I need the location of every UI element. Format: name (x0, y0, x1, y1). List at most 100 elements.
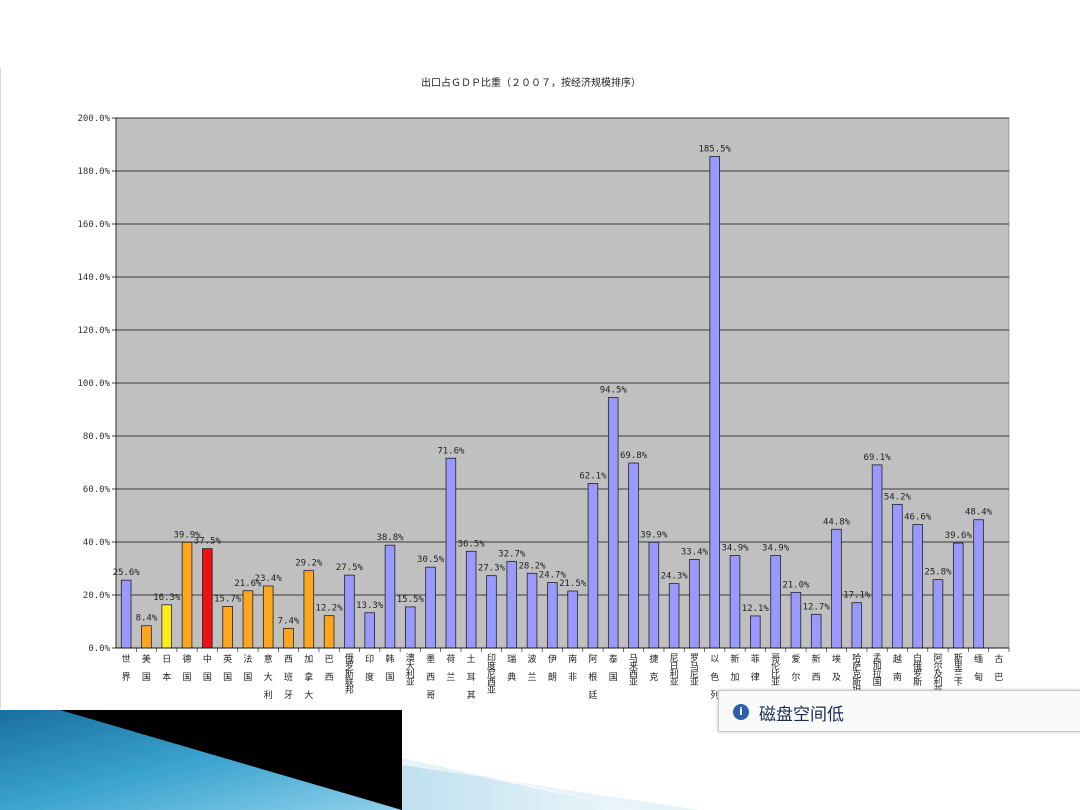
x-category-label: 中国 (203, 653, 212, 683)
x-category-char: 墨 (426, 654, 435, 665)
x-category-char: 比 (771, 668, 780, 680)
x-category-char: 荷 (446, 654, 455, 665)
x-category-char: 国 (142, 672, 151, 683)
x-category-label: 日本 (162, 654, 171, 683)
x-category-char: 邦 (345, 684, 354, 696)
y-tick-label: 140.0% (77, 273, 110, 283)
data-label: 24.3% (661, 572, 689, 582)
x-category-char: 西 (426, 672, 435, 683)
data-label: 12.7% (803, 602, 831, 612)
data-label: 44.8% (823, 517, 851, 527)
bar (932, 579, 944, 649)
x-category-label: 瑞典 (507, 653, 516, 683)
x-category-char: 兰 (528, 671, 537, 683)
x-category-char: 澳 (406, 652, 415, 664)
x-category-label: 意大利 (264, 653, 273, 701)
x-category-char: 非 (568, 671, 577, 683)
x-category-char: 耳 (467, 672, 476, 683)
data-label: 15.7% (214, 594, 242, 604)
data-label: 32.7% (498, 549, 526, 559)
x-category-char: 加 (873, 661, 882, 672)
x-category-label: 韩国 (385, 653, 394, 683)
x-category-char: 廷 (588, 689, 597, 701)
x-category-char: 中 (203, 653, 212, 665)
x-category-label: 阿根廷 (588, 654, 597, 701)
x-category-char: 兰 (446, 671, 455, 683)
x-category-char: 克 (649, 672, 658, 683)
data-labels: 25.6%8.4%16.3%39.9%37.5%15.7%21.6%23.4%7… (113, 144, 993, 626)
x-category-char: 越 (893, 653, 902, 665)
x-axis-categories: 世界美国日本德国中国英国法国意大利西班牙加拿大巴西俄罗斯联邦印度韩国澳大利亚墨西… (116, 647, 1010, 701)
x-category-char: 卡 (954, 676, 963, 688)
bar (445, 457, 457, 649)
data-label: 34.9% (721, 544, 749, 554)
x-category-char: 大 (304, 689, 313, 701)
x-category-char: 本 (162, 671, 171, 683)
x-category-char: 西 (629, 669, 638, 680)
y-tick-label: 160.0% (77, 220, 110, 230)
x-category-char: 国 (609, 672, 618, 683)
x-category-label: 古巴 (994, 653, 1003, 683)
y-tick-label: 60.0% (83, 485, 111, 495)
bar (344, 574, 355, 649)
x-category-char: 利 (406, 668, 415, 680)
bar (952, 542, 964, 649)
x-category-char: 国 (385, 672, 394, 683)
data-label: 54.2% (884, 492, 912, 502)
x-category-char: 律 (751, 671, 760, 683)
x-category-char: 白 (913, 652, 922, 664)
data-label: 21.5% (559, 579, 587, 589)
x-category-label: 波兰 (528, 653, 537, 683)
bar (871, 464, 883, 649)
x-category-char: 伦 (771, 660, 780, 672)
x-category-char: 亚 (670, 677, 679, 688)
data-label: 39.6% (945, 531, 973, 541)
x-category-label: 南非 (568, 653, 577, 683)
x-category-char: 兰 (954, 668, 963, 680)
x-category-char: 韩 (385, 653, 394, 665)
y-tick-label: 100.0% (77, 379, 110, 389)
data-label: 27.5% (336, 563, 364, 573)
y-tick-label: 120.0% (77, 326, 110, 336)
data-label: 27.3% (478, 564, 506, 574)
x-category-char: 古 (994, 653, 1003, 665)
x-category-label: 英国 (223, 653, 232, 683)
x-category-char: 哈 (852, 652, 861, 664)
x-category-char: 埃 (832, 653, 841, 665)
x-category-label: 捷克 (649, 653, 658, 683)
data-label: 29.2% (295, 559, 323, 569)
x-category-char: 尼 (690, 669, 699, 680)
data-label: 36.5% (458, 539, 486, 549)
x-category-char: 萨 (852, 661, 861, 672)
low-disk-space-notification[interactable]: i 磁盘空间低 (718, 690, 1080, 732)
x-category-char: 界 (122, 672, 131, 683)
x-category-char: 新 (812, 653, 821, 665)
x-category-char: 阿 (933, 653, 942, 664)
data-label: 37.5% (194, 537, 222, 547)
x-category-char: 哥 (426, 690, 435, 701)
x-category-label: 印度 (365, 653, 374, 683)
x-category-char: 西 (325, 672, 334, 683)
bars (120, 156, 984, 649)
bar (587, 483, 599, 649)
x-category-char: 色 (710, 671, 719, 683)
bar (668, 583, 680, 649)
x-category-label: 以色列 (710, 655, 719, 701)
data-label: 185.5% (698, 144, 731, 154)
bar (303, 570, 315, 649)
y-tick-label: 80.0% (83, 432, 111, 442)
x-category-char: 斯 (913, 676, 922, 688)
x-category-char: 罗 (690, 653, 699, 664)
data-label: 7.4% (278, 616, 300, 626)
data-label: 33.4% (681, 547, 709, 557)
x-category-char: 瑞 (507, 653, 516, 665)
x-category-char: 印 (487, 652, 496, 664)
notification-text: 磁盘空间低 (759, 705, 844, 725)
x-category-char: 英 (223, 653, 232, 665)
y-tick-label: 40.0% (83, 538, 111, 548)
x-category-label: 世界 (122, 653, 131, 683)
